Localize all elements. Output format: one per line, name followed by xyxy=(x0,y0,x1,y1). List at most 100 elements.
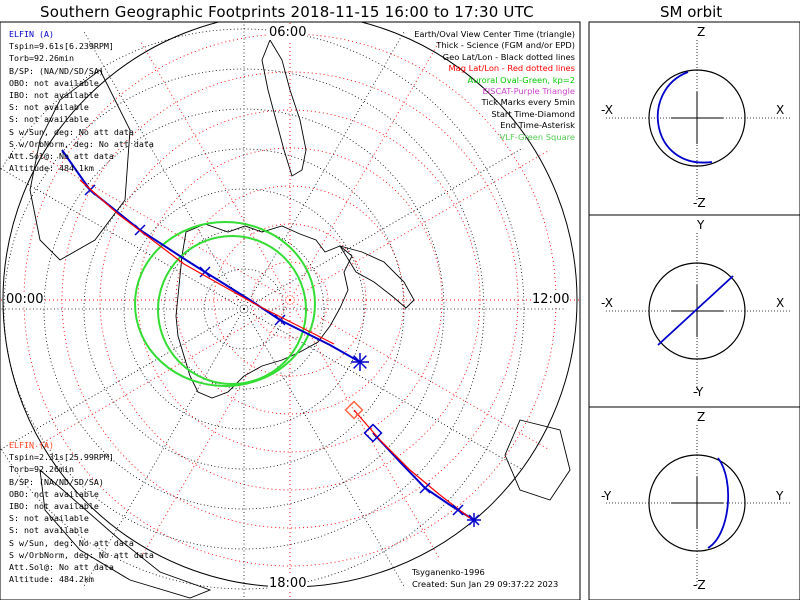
info-top-line: S w/Sun, deg: No att data xyxy=(9,126,134,137)
info-bottom-line: S: not available xyxy=(9,513,89,524)
sm3-left-label: -Y xyxy=(601,489,612,503)
legend-entry: VLF-Green Square xyxy=(499,131,575,142)
legend-entry: Mag Lat/Lon - Red dotted lines xyxy=(448,63,575,74)
geo-lat-circle xyxy=(83,148,405,470)
legend-entry: Thick - Science (FGM and/or EPD) xyxy=(436,40,575,51)
sm3-top-label: Z xyxy=(697,410,706,424)
info-top-line: OBO: not available xyxy=(9,77,99,88)
legend: Earth/Oval View Center Time (triangle) T… xyxy=(414,29,575,143)
legend-entry: EISCAT-Purple Triangle xyxy=(482,85,575,96)
info-top-line: S: not available xyxy=(9,102,89,113)
credits: Tsyganenko-1996 Created: Sun Jan 29 09:3… xyxy=(412,567,558,590)
sm2-bottom-label: -Y xyxy=(693,385,704,399)
map-frame xyxy=(0,21,581,600)
chart-title: Southern Geographic Footprints 2018-11-1… xyxy=(40,3,534,21)
geo-lon-line xyxy=(0,308,245,451)
legend-entry: Tick Marks every 5min xyxy=(481,97,575,108)
sm-orbit-track xyxy=(707,457,729,549)
info-top-header: ELFIN (A) xyxy=(9,29,54,39)
sm-orbit-layer xyxy=(606,40,790,585)
hour-label-left: 00:00 xyxy=(5,292,45,307)
info-top-line: Torb=92.26min xyxy=(9,53,74,64)
mag-track-2 xyxy=(353,409,471,519)
info-top-line: S w/OrbNorm, deg: No att data xyxy=(9,138,154,149)
legend-entry: Auroral Oval-Green, kp=2 xyxy=(467,74,575,85)
legend-entry: Geo Lat/Lon - Black dotted lines xyxy=(442,51,575,62)
info-bottom-line: Tspin=2.31s[25.99RPM] xyxy=(9,452,114,463)
info-block-top: ELFIN (A) Tspin=9.61s[6.239RPM] Torb=92.… xyxy=(9,28,154,174)
info-bottom-line: S: not available xyxy=(9,525,89,536)
start-diamond-mag xyxy=(344,400,364,420)
geo-lat-circle xyxy=(203,268,285,350)
info-top-line: S: not available xyxy=(9,114,89,125)
tick-mark xyxy=(84,184,96,196)
mag-lat-circle xyxy=(99,109,481,491)
mag-track-1 xyxy=(79,179,335,345)
info-bottom-line: Att.Sol@: No att data xyxy=(9,561,114,572)
info-bottom-line: OBO: not available xyxy=(9,488,99,499)
hour-label-top: 06:00 xyxy=(268,25,308,40)
sm1-bottom-label: -Z xyxy=(693,196,706,210)
info-bottom-line: IBO: not available xyxy=(9,500,99,511)
info-bottom-line: S w/Sun, deg: No att data xyxy=(9,537,134,548)
coastline xyxy=(39,468,212,599)
tick-mark xyxy=(199,266,211,278)
coastline xyxy=(175,223,353,399)
end-asterisk xyxy=(353,355,367,369)
coastline xyxy=(261,38,307,177)
sm-orbit-track xyxy=(657,275,734,346)
geo-lat-circle xyxy=(163,228,325,390)
geo-lon-line xyxy=(243,31,405,310)
model-label: Tsyganenko-1996 xyxy=(412,567,485,577)
sm1-top-label: Z xyxy=(697,25,706,39)
sm-orbit-title: SM orbit xyxy=(660,3,723,21)
end-asterisk xyxy=(468,514,480,526)
geo-lon-line xyxy=(243,308,522,470)
tick-mark xyxy=(419,482,431,494)
sm-orbit-track xyxy=(656,71,713,164)
info-top-line: Altitude: 484.1km xyxy=(9,163,94,174)
geo-lon-line xyxy=(243,308,405,587)
start-diamond xyxy=(363,423,383,443)
info-bottom-header: ELFIN (A) xyxy=(9,440,54,450)
sm2-right-label: X xyxy=(776,296,785,310)
map-layer xyxy=(0,22,580,600)
sm2-top-label: Y xyxy=(697,218,705,232)
tick-mark xyxy=(452,504,464,516)
tick-mark xyxy=(274,314,286,326)
coastline xyxy=(29,69,131,261)
info-top-line: IBO: not available xyxy=(9,89,99,100)
hour-label-bottom: 18:00 xyxy=(268,576,308,591)
sm-earth-circle xyxy=(648,454,746,552)
info-block-bottom: ELFIN (A) Tspin=2.31s[25.99RPM] Torb=92.… xyxy=(9,439,154,585)
sm-earth-circle xyxy=(648,262,746,360)
info-bottom-line: B/SP: (NA/ND/SD/SA) xyxy=(9,476,104,487)
mag-lat-circle xyxy=(251,261,329,339)
sm3-right-label: Y xyxy=(776,489,784,503)
info-top-line: Tspin=9.61s[6.239RPM] xyxy=(9,41,114,52)
auroral-oval-inner xyxy=(157,235,307,385)
geo-lon-line xyxy=(243,148,522,310)
sm-panel-frame-3 xyxy=(588,406,800,600)
legend-entry: Earth/Oval View Center Time (triangle) xyxy=(414,29,575,39)
sm3-bottom-label: -Z xyxy=(693,578,706,592)
sm-earth-circle xyxy=(648,69,746,167)
hour-label-right: 12:00 xyxy=(531,292,571,307)
geo-lon-line xyxy=(0,167,245,310)
legend-entry: Start Time-Diamond xyxy=(491,108,575,119)
info-bottom-line: S w/OrbNorm, deg: No att data xyxy=(9,549,154,560)
sm1-right-label: X xyxy=(776,103,785,117)
auroral-oval-outer xyxy=(134,221,316,387)
sm1-left-label: -X xyxy=(601,103,613,117)
coastline xyxy=(504,419,571,501)
mag-lat-circle xyxy=(175,185,405,415)
info-top-line: B/SP: (NA/ND/SD/SA) xyxy=(9,65,104,76)
info-bottom-line: Altitude: 484.2km xyxy=(9,574,94,585)
sm2-left-label: -X xyxy=(601,296,613,310)
info-top-line: Att.Sol@: No att data xyxy=(9,150,114,161)
coastline xyxy=(339,245,415,309)
created-label: Created: Sun Jan 29 09:37:22 2023 xyxy=(412,578,559,589)
geo-lon-line xyxy=(83,308,245,587)
geo-lon-line xyxy=(83,31,245,310)
